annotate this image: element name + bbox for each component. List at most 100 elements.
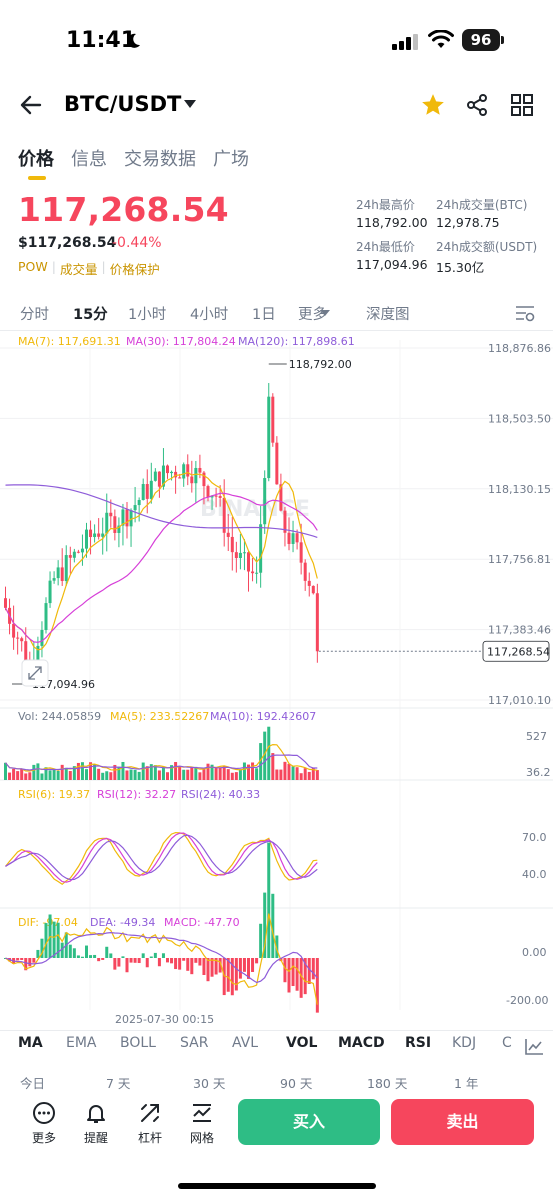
ind-macd[interactable]: MACD xyxy=(338,1035,385,1051)
ind-ema[interactable]: EMA xyxy=(66,1035,97,1051)
more-caret-icon[interactable] xyxy=(320,310,330,316)
rsi24-line xyxy=(5,834,318,881)
macd-bar xyxy=(230,958,234,996)
period-90d[interactable]: 90 天 xyxy=(280,1076,313,1091)
pair-dropdown-icon[interactable] xyxy=(184,100,196,108)
interval-4h[interactable]: 4小时 xyxy=(190,307,229,323)
candle-body xyxy=(218,496,222,498)
back-arrow-icon[interactable] xyxy=(18,92,44,118)
vol-tick: 527 xyxy=(526,730,547,743)
candle-body xyxy=(234,552,238,558)
rsi-tick: 40.0 xyxy=(522,868,547,881)
ind-c[interactable]: C xyxy=(502,1035,512,1051)
candle-body xyxy=(149,480,153,499)
ind-ma[interactable]: MA xyxy=(18,1035,43,1051)
time-label: 2025-07-30 00:15 xyxy=(115,1013,214,1026)
macd-bar xyxy=(133,958,137,963)
star-icon[interactable] xyxy=(420,92,446,118)
period-today[interactable]: 今日 xyxy=(20,1076,46,1091)
candle-body xyxy=(80,548,84,553)
macd-bar xyxy=(32,958,36,963)
candle-body xyxy=(263,478,267,525)
period-1y[interactable]: 1 年 xyxy=(454,1076,479,1091)
kline-chart[interactable]: BINANCE 118,876.86118,503.50118,130.1511… xyxy=(0,330,553,1030)
ind-sar[interactable]: SAR xyxy=(180,1035,209,1051)
chart-grid xyxy=(0,340,553,1010)
dea-line xyxy=(5,931,318,984)
volume-bar xyxy=(20,769,24,780)
candle-body xyxy=(137,500,141,506)
interval-1d[interactable]: 1日 xyxy=(252,307,276,323)
tag-pow[interactable]: POW xyxy=(18,259,48,274)
nav-alert[interactable]: 提醒 xyxy=(83,1131,108,1145)
last-price-tag: 117,268.54 xyxy=(487,645,550,658)
candle-body xyxy=(238,552,242,558)
tab-active-underline xyxy=(28,176,46,180)
buy-button[interactable]: 买入 xyxy=(238,1099,380,1145)
interval-line[interactable]: 分时 xyxy=(20,307,49,323)
candle-body xyxy=(255,572,259,574)
ind-vol[interactable]: VOL xyxy=(286,1035,318,1051)
grid-trading-icon[interactable] xyxy=(190,1101,214,1125)
ticker-tags: POW | 成交量 | 价格保护 xyxy=(18,259,160,277)
interval-depth[interactable]: 深度图 xyxy=(366,307,410,323)
period-180d[interactable]: 180 天 xyxy=(367,1076,408,1091)
volume-bar xyxy=(44,767,48,780)
tab-trading-data[interactable]: 交易数据 xyxy=(124,149,196,170)
grid-menu-icon[interactable] xyxy=(510,93,534,117)
macd-legend: MACD: -47.70 xyxy=(164,916,240,929)
candle-body xyxy=(133,505,137,511)
volume-bar xyxy=(32,764,36,780)
candle-body xyxy=(105,512,109,534)
macd-bar xyxy=(190,958,194,975)
rsi6-line xyxy=(5,831,318,886)
chart-settings-icon[interactable] xyxy=(514,303,536,323)
ind-kdj[interactable]: KDJ xyxy=(452,1035,477,1051)
macd-bar xyxy=(89,955,93,958)
sell-button[interactable]: 卖出 xyxy=(391,1099,534,1145)
low-value: 117,094.96 xyxy=(356,257,428,272)
macd-bar xyxy=(315,958,319,1013)
ind-avl[interactable]: AVL xyxy=(232,1035,259,1051)
more-dots-icon[interactable] xyxy=(32,1101,56,1125)
leverage-icon[interactable] xyxy=(138,1101,162,1125)
indicator-chart-icon[interactable] xyxy=(524,1038,544,1056)
ind-boll[interactable]: BOLL xyxy=(120,1035,156,1051)
watermark: BINANCE xyxy=(200,497,310,522)
candle-body xyxy=(222,497,226,533)
candle-body xyxy=(12,623,16,638)
tab-square[interactable]: 广场 xyxy=(213,149,249,170)
tab-price[interactable]: 价格 xyxy=(18,149,54,170)
interval-1h[interactable]: 1小时 xyxy=(128,307,167,323)
nav-more[interactable]: 更多 xyxy=(31,1131,56,1145)
macd-bar xyxy=(44,923,48,958)
macd-bar xyxy=(80,956,84,958)
candle-body xyxy=(52,578,56,581)
wifi-icon xyxy=(428,30,454,48)
interval-more[interactable]: 更多 xyxy=(298,307,327,323)
nav-leverage[interactable]: 杠杆 xyxy=(137,1131,162,1145)
macd-bar xyxy=(218,958,222,973)
interval-15m[interactable]: 15分 xyxy=(73,307,108,323)
candle-body xyxy=(157,471,161,487)
status-time: 11:41 xyxy=(66,28,137,53)
macd-bar xyxy=(166,958,169,963)
ma7-line xyxy=(4,471,318,651)
macd-bar xyxy=(222,958,226,996)
ind-rsi[interactable]: RSI xyxy=(405,1035,432,1051)
volume-bar xyxy=(202,769,206,780)
macd-bar xyxy=(129,958,133,963)
period-7d[interactable]: 7 天 xyxy=(106,1076,131,1091)
candle-body xyxy=(283,510,287,533)
pair-title[interactable]: BTC/USDT xyxy=(64,92,182,116)
vol-tick: 36.2 xyxy=(526,766,551,779)
tab-info[interactable]: 信息 xyxy=(71,149,107,170)
bell-icon[interactable] xyxy=(84,1101,108,1125)
share-icon[interactable] xyxy=(465,93,489,117)
period-30d[interactable]: 30 天 xyxy=(193,1076,226,1091)
tag-volume[interactable]: 成交量 xyxy=(59,262,98,277)
volume-bar xyxy=(255,768,259,780)
tag-price-protect[interactable]: 价格保护 xyxy=(109,262,160,277)
nav-grid[interactable]: 网格 xyxy=(189,1131,214,1145)
macd-bar xyxy=(194,958,198,963)
